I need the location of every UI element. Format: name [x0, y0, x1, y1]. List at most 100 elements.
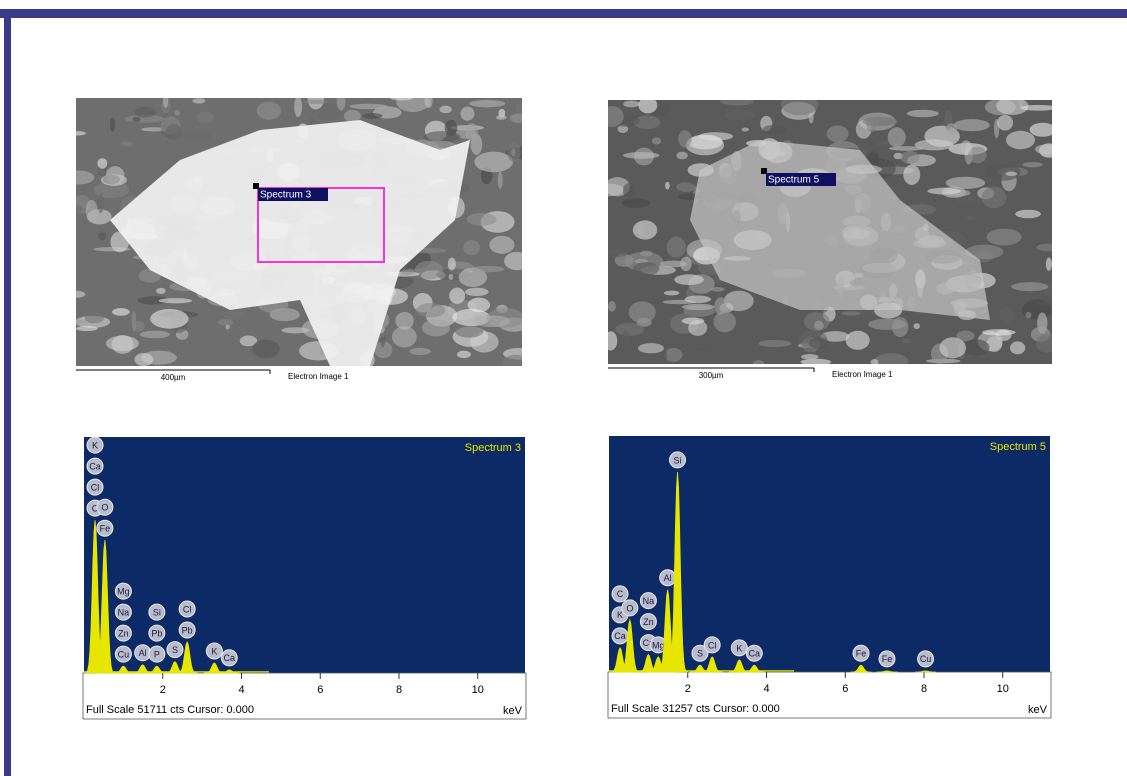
texture	[137, 296, 169, 305]
axis-area	[82, 672, 527, 720]
x-tick-label: 10	[997, 683, 1009, 695]
element-label: Ca	[224, 653, 236, 663]
element-label: Ca	[614, 631, 626, 641]
texture	[808, 337, 830, 349]
texture	[956, 330, 975, 342]
texture	[608, 331, 618, 351]
texture	[239, 335, 258, 347]
spectrum-title: Spectrum 3	[465, 442, 521, 454]
texture	[632, 261, 660, 276]
texture	[684, 295, 712, 304]
texture	[901, 338, 912, 344]
texture	[515, 103, 522, 113]
texture	[663, 290, 680, 296]
texture	[469, 99, 506, 108]
texture	[945, 176, 986, 190]
texture	[225, 324, 230, 330]
element-marker	[703, 636, 721, 654]
peak	[667, 471, 688, 673]
peak	[218, 669, 240, 674]
texture	[967, 146, 987, 164]
element-label: Fe	[856, 649, 867, 659]
texture	[621, 331, 630, 345]
texture	[661, 349, 668, 362]
element-marker	[114, 603, 132, 621]
texture	[781, 100, 819, 116]
texture	[785, 359, 801, 364]
texture	[820, 331, 850, 342]
texture	[621, 198, 651, 208]
texture	[676, 151, 688, 160]
texture	[637, 343, 664, 354]
element-label: Cl	[183, 604, 192, 614]
texture	[174, 109, 180, 116]
element-marker	[178, 621, 196, 639]
texture	[1045, 257, 1052, 271]
texture	[986, 228, 1022, 246]
texture	[841, 311, 861, 316]
element-marker	[148, 603, 166, 621]
element-marker	[96, 519, 114, 537]
texture	[76, 131, 86, 136]
x-axis-label: keV	[503, 705, 523, 717]
image-content	[608, 100, 1052, 364]
element-label: Cl	[708, 640, 717, 650]
texture	[467, 297, 491, 313]
texture	[953, 119, 990, 132]
peak	[94, 540, 116, 674]
element-label: K	[736, 643, 742, 653]
peak	[743, 664, 765, 673]
texture	[638, 100, 658, 114]
axis-area	[607, 671, 1052, 719]
element-marker	[166, 641, 184, 659]
element-label: Cu	[643, 638, 655, 648]
texture	[497, 171, 503, 189]
texture	[892, 316, 909, 338]
element-marker	[86, 478, 104, 496]
texture	[1015, 209, 1041, 219]
element-label: C	[617, 589, 624, 599]
texture	[162, 98, 169, 108]
texture	[454, 324, 484, 338]
texture	[632, 220, 658, 240]
element-label: Na	[643, 596, 655, 606]
texture	[1035, 144, 1052, 155]
texture	[960, 140, 972, 154]
texture	[111, 308, 130, 316]
element-marker	[205, 642, 223, 660]
texture	[150, 309, 189, 329]
image-content	[76, 98, 522, 366]
texture	[725, 109, 756, 121]
texture	[507, 142, 521, 163]
spectrum-chart: Spectrum 5 2 4 6 8 10 keV Full Scale 31257 cts …	[607, 436, 1052, 719]
texture	[945, 123, 958, 135]
element-label: Al	[139, 648, 147, 658]
peak	[619, 618, 641, 673]
texture	[97, 193, 104, 214]
texture	[914, 139, 954, 151]
label-bg	[766, 173, 836, 186]
texture	[878, 117, 898, 126]
texture	[762, 124, 788, 135]
texture	[800, 358, 832, 364]
x-tick-label: 6	[317, 684, 323, 696]
peak	[915, 670, 936, 673]
texture	[710, 286, 725, 292]
texture	[1011, 282, 1049, 292]
texture	[109, 117, 116, 132]
texture	[158, 298, 193, 304]
texture	[111, 335, 134, 354]
texture	[913, 323, 920, 330]
texture	[681, 303, 716, 311]
texture	[102, 174, 121, 185]
image-caption: Electron Image 1	[288, 372, 349, 381]
texture	[982, 329, 1016, 336]
texture	[622, 152, 660, 159]
element-label: P	[154, 650, 160, 660]
x-tick-label: 2	[685, 683, 691, 695]
element-marker	[878, 650, 896, 668]
texture	[752, 360, 765, 364]
texture	[416, 303, 446, 318]
texture	[401, 269, 415, 275]
element-marker	[669, 451, 687, 469]
